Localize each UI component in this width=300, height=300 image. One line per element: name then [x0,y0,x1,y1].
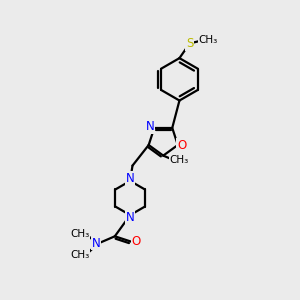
Text: N: N [126,172,134,185]
Text: O: O [177,139,186,152]
Text: S: S [186,37,194,50]
Text: O: O [131,235,140,248]
Text: CH₃: CH₃ [198,35,218,45]
Text: N: N [146,120,155,133]
Text: CH₃: CH₃ [70,229,90,239]
Text: N: N [92,237,101,250]
Text: N: N [126,211,134,224]
Text: CH₃: CH₃ [70,250,90,260]
Text: CH₃: CH₃ [169,155,188,165]
